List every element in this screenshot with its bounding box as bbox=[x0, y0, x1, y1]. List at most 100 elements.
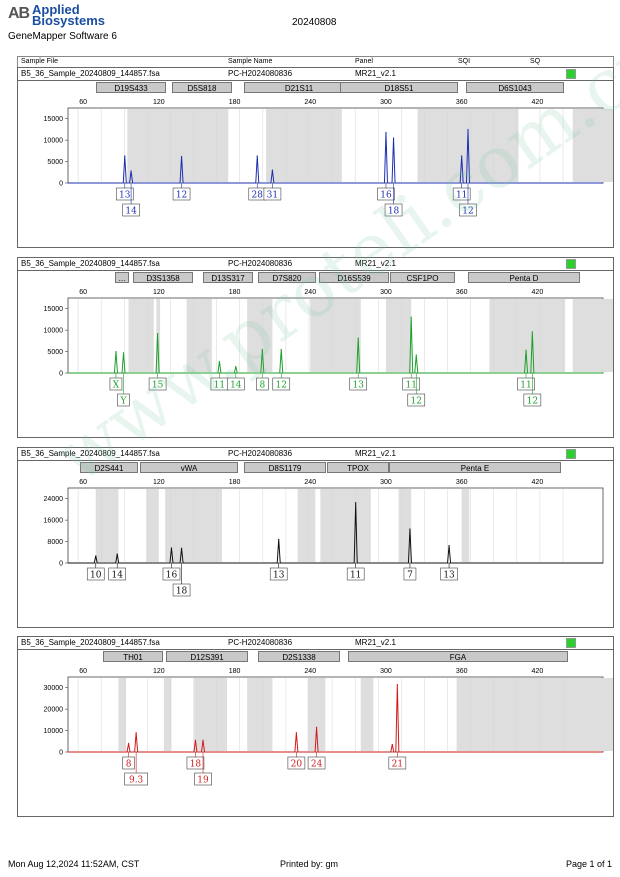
bin-shading bbox=[297, 489, 316, 562]
allele-call: 28 bbox=[252, 191, 264, 201]
x-tick-label: 60 bbox=[79, 289, 87, 296]
sample-info-row: B5_36_Sample_20240809_144857.fsa PC-H2024… bbox=[18, 448, 613, 461]
bin-shading bbox=[398, 489, 412, 562]
sample-info-row: B5_36_Sample_20240809_144857.fsa PC-H2024… bbox=[18, 637, 613, 650]
peak-point bbox=[127, 742, 130, 745]
marker-bin-d5s818[interactable]: D5S818 bbox=[172, 82, 232, 93]
y-tick-label: 0 bbox=[59, 561, 63, 568]
allele-call: 11 bbox=[214, 381, 225, 391]
marker-bin-fga[interactable]: FGA bbox=[348, 651, 568, 662]
allele-call: 9.3 bbox=[129, 776, 144, 786]
sample-sample-file: B5_36_Sample_20240809_144857.fsa bbox=[21, 259, 160, 268]
allele-box bbox=[407, 393, 426, 407]
peak-point bbox=[396, 683, 398, 686]
x-tick-label: 300 bbox=[380, 668, 392, 675]
bin-shading bbox=[203, 109, 221, 182]
bin-shading bbox=[194, 678, 227, 751]
software-name: GeneMapper Software 6 bbox=[8, 31, 117, 42]
marker-bin-d7s820[interactable]: D7S820 bbox=[258, 272, 316, 283]
marker-bin-penta-d[interactable]: Penta D bbox=[468, 272, 580, 283]
peak-point bbox=[135, 732, 137, 734]
col-sample-name: Sample Name bbox=[228, 58, 273, 65]
allele-box bbox=[117, 393, 130, 407]
marker-bin-d16s539[interactable]: D16S539 bbox=[319, 272, 389, 283]
y-tick-label: 10000 bbox=[44, 138, 64, 145]
x-tick-label: 120 bbox=[153, 99, 165, 106]
x-tick-label: 420 bbox=[532, 99, 544, 106]
marker-bin-d2s441[interactable]: D2S441 bbox=[80, 462, 138, 473]
allele-call: 18 bbox=[176, 587, 188, 597]
allele-call: 10 bbox=[90, 571, 102, 581]
x-tick-label: 360 bbox=[456, 289, 468, 296]
sample-sample-name: PC-H2024080836 bbox=[228, 449, 293, 458]
col-panel: Panel bbox=[355, 58, 373, 65]
col-sqi: SQI bbox=[458, 58, 471, 65]
x-tick-label: 240 bbox=[304, 668, 316, 675]
allele-call: 13 bbox=[119, 191, 131, 201]
marker-bin-d8s1179[interactable]: D8S1179 bbox=[244, 462, 326, 473]
peak-point bbox=[467, 128, 469, 131]
y-tick-label: 15000 bbox=[44, 116, 64, 123]
peak-point bbox=[218, 360, 221, 363]
allele-box bbox=[194, 772, 212, 786]
print-datetime: Mon Aug 12,2024 11:52AM, CST bbox=[8, 859, 140, 869]
sample-sample-name: PC-H2024080836 bbox=[228, 259, 293, 268]
allele-call: 7 bbox=[407, 571, 413, 581]
sample-info-row: B5_36_Sample_20240809_144857.fsa PC-H2024… bbox=[18, 258, 613, 271]
y-tick-label: 20000 bbox=[44, 707, 64, 714]
allele-box bbox=[440, 567, 458, 581]
allele-box bbox=[172, 187, 191, 201]
allele-box bbox=[452, 187, 471, 201]
allele-call: 8 bbox=[259, 381, 265, 391]
x-tick-label: 180 bbox=[229, 668, 241, 675]
electropherogram-black: 60 120 180 240 300 360 420 0 8000 16000 24000 10 14 1… bbox=[44, 479, 604, 597]
marker-bin--[interactable]: ... bbox=[115, 272, 129, 283]
bin-shading bbox=[95, 489, 119, 562]
brand-name: Applied Biosystems bbox=[32, 3, 105, 27]
peak-point bbox=[295, 732, 297, 734]
quality-status-indicator bbox=[566, 259, 576, 269]
sample-panel: MR21_v2.1 bbox=[355, 259, 396, 268]
allele-call: 12 bbox=[411, 397, 422, 407]
marker-bin-csf1po[interactable]: CSF1PO bbox=[390, 272, 455, 283]
sample-sample-file: B5_36_Sample_20240809_144857.fsa bbox=[21, 449, 160, 458]
marker-bin-d19s433[interactable]: D19S433 bbox=[96, 82, 166, 93]
panel-black: B5_36_Sample_20240809_144857.fsa PC-H2024… bbox=[17, 447, 614, 628]
marker-bin-tpox[interactable]: TPOX bbox=[327, 462, 389, 473]
marker-bin-th01[interactable]: TH01 bbox=[103, 651, 163, 662]
bin-shading bbox=[146, 489, 159, 562]
marker-bin-d6s1043[interactable]: D6S1043 bbox=[466, 82, 564, 93]
bin-shading bbox=[266, 109, 342, 182]
allele-call: Y bbox=[120, 397, 128, 407]
peak-point bbox=[202, 739, 204, 741]
x-tick-label: 120 bbox=[153, 668, 165, 675]
allele-box bbox=[377, 187, 395, 201]
peak-point bbox=[130, 170, 132, 172]
marker-bin-d2s1338[interactable]: D2S1338 bbox=[258, 651, 340, 662]
quality-status-indicator bbox=[566, 69, 576, 79]
allele-call: 18 bbox=[388, 207, 400, 217]
panel-green: B5_36_Sample_20240809_144857.fsa PC-H2024… bbox=[17, 257, 614, 438]
bin-shading bbox=[156, 299, 161, 372]
sample-panel: MR21_v2.1 bbox=[355, 69, 396, 78]
peak-point bbox=[180, 547, 183, 549]
x-tick-label: 120 bbox=[153, 289, 165, 296]
marker-bin-d13s317[interactable]: D13S317 bbox=[203, 272, 253, 283]
bin-shading bbox=[489, 299, 566, 372]
peak-point bbox=[357, 337, 359, 339]
peak-point bbox=[122, 352, 125, 354]
x-tick-label: 180 bbox=[229, 99, 241, 106]
marker-bin-penta-e[interactable]: Penta E bbox=[389, 462, 561, 473]
y-tick-label: 5000 bbox=[47, 349, 63, 356]
allele-call: 18 bbox=[190, 760, 202, 770]
marker-bin-d12s391[interactable]: D12S391 bbox=[166, 651, 248, 662]
peak-point bbox=[116, 553, 118, 555]
allele-box bbox=[148, 377, 167, 391]
signal-trace bbox=[68, 502, 603, 564]
marker-bin-d3s1358[interactable]: D3S1358 bbox=[133, 272, 193, 283]
x-tick-label: 60 bbox=[79, 99, 87, 106]
marker-bin-d18s51[interactable]: D18S51 bbox=[340, 82, 458, 93]
x-tick-label: 120 bbox=[153, 479, 165, 486]
col-sq: SQ bbox=[530, 58, 541, 65]
marker-bin-vwa[interactable]: vWA bbox=[140, 462, 238, 473]
